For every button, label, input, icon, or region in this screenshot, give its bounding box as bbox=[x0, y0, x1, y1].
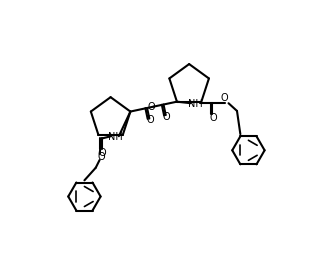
Text: NH: NH bbox=[108, 132, 122, 142]
Text: O: O bbox=[97, 152, 105, 162]
Text: O: O bbox=[221, 93, 228, 103]
Text: O: O bbox=[99, 148, 107, 158]
Text: O: O bbox=[209, 113, 217, 123]
Text: NH: NH bbox=[188, 99, 203, 109]
Text: O: O bbox=[163, 112, 170, 122]
Text: O: O bbox=[148, 102, 155, 112]
Text: O: O bbox=[146, 115, 154, 125]
